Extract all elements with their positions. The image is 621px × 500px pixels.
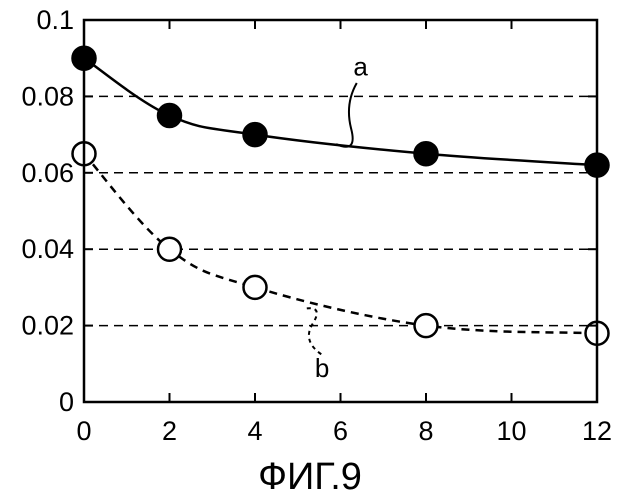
label-layer: a b: [306, 51, 368, 383]
y-tick-label: 0.1: [36, 5, 74, 35]
series-b-point: [158, 238, 181, 261]
series-b-point: [415, 314, 438, 337]
y-tick-label: 0.06: [21, 158, 74, 188]
series-b-point: [244, 276, 267, 299]
series-a-point: [158, 104, 181, 127]
figure-caption: ФИГ.9: [258, 456, 362, 498]
x-tick-label: 8: [418, 416, 433, 446]
series-a-point: [415, 142, 438, 165]
y-tick-label: 0: [59, 387, 74, 417]
series-a-label: a: [353, 51, 368, 81]
y-tick-label: 0.08: [21, 81, 74, 111]
series-a-leader-line: [336, 83, 357, 147]
x-tick-label: 4: [247, 416, 262, 446]
y-tick-label: 0.02: [21, 311, 74, 341]
series-b-leader-line: [306, 308, 321, 354]
y-tick-label: 0.04: [21, 234, 74, 264]
plot-frame: [84, 20, 597, 402]
x-tick-label: 6: [333, 416, 348, 446]
grid-layer: [84, 96, 597, 325]
series-layer: [73, 47, 609, 345]
x-tick-label: 12: [582, 416, 612, 446]
series-a-point: [244, 123, 267, 146]
x-tick-label: 0: [76, 416, 91, 446]
x-tick-label: 10: [496, 416, 526, 446]
series-b-label: b: [315, 353, 329, 383]
x-tick-label: 2: [162, 416, 177, 446]
